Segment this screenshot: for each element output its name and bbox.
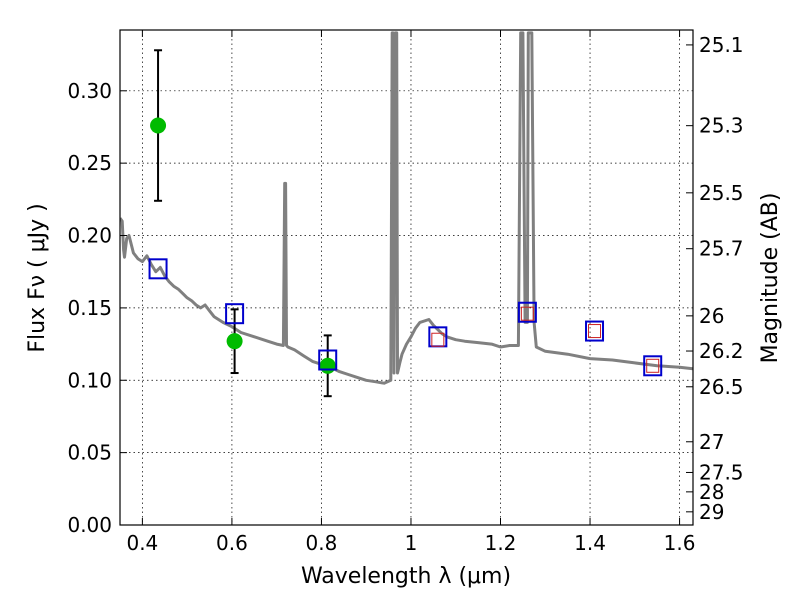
- right-tick-label: 26.5: [699, 375, 744, 399]
- x-tick-label: 1: [405, 531, 418, 555]
- right-tick-label: 27: [699, 430, 724, 454]
- right-tick-label: 26: [699, 304, 724, 328]
- limit-square: [646, 358, 660, 373]
- x-tick-label: 1.2: [485, 531, 517, 555]
- x-tick-label: 0.6: [216, 531, 248, 555]
- right-tick-label: 27.5: [699, 460, 744, 484]
- y-tick-label: 0.30: [67, 79, 112, 103]
- y-tick-label: 0.10: [67, 368, 112, 392]
- grid: [120, 30, 693, 525]
- model-square: [517, 301, 537, 323]
- y-axis-title: Flux Fν ( μJy ): [25, 203, 50, 352]
- right-tick-label: 29: [699, 500, 724, 524]
- observed-point: [319, 357, 336, 374]
- model-square: [148, 258, 168, 280]
- y-tick-label: 0.20: [67, 224, 112, 248]
- model-square: [643, 355, 663, 377]
- right-tick-label: 25.1: [699, 33, 744, 57]
- x-tick-label: 1.4: [574, 531, 606, 555]
- right-axis-title: Magnitude (AB): [758, 193, 783, 364]
- x-tick-label: 1.6: [664, 531, 696, 555]
- limit-square: [588, 324, 602, 339]
- sed-template-line: [120, 31, 693, 385]
- model-square: [585, 320, 605, 342]
- y-tick-label: 0.15: [67, 296, 112, 320]
- observed-point: [226, 333, 243, 350]
- ticks: 0.4 0.6 0.8 1 1.2 1.4 1.6 0.00 0.05 0.10 0.15 0.20 0…: [67, 30, 744, 555]
- data-layer: [120, 31, 693, 398]
- model-square: [225, 303, 245, 325]
- right-tick-label: 25.7: [699, 237, 744, 261]
- limit-square: [431, 332, 445, 347]
- plot-area: [120, 30, 693, 525]
- y-tick-label: 0.00: [67, 513, 112, 537]
- x-tick-label: 0.4: [126, 531, 158, 555]
- right-tick-label: 25.5: [699, 181, 744, 205]
- right-tick-label: 25.3: [699, 114, 744, 138]
- right-tick-label: 26.2: [699, 339, 744, 363]
- right-tick-label: 28: [699, 480, 724, 504]
- plot-frame: [119, 29, 694, 526]
- y-tick-label: 0.05: [67, 441, 112, 465]
- x-axis-title: Wavelength λ (μm): [301, 564, 511, 589]
- model-square: [318, 349, 338, 371]
- x-tick-label: 0.8: [306, 531, 338, 555]
- observed-point: [150, 117, 167, 134]
- y-tick-label: 0.25: [67, 151, 112, 175]
- limit-square: [520, 306, 534, 321]
